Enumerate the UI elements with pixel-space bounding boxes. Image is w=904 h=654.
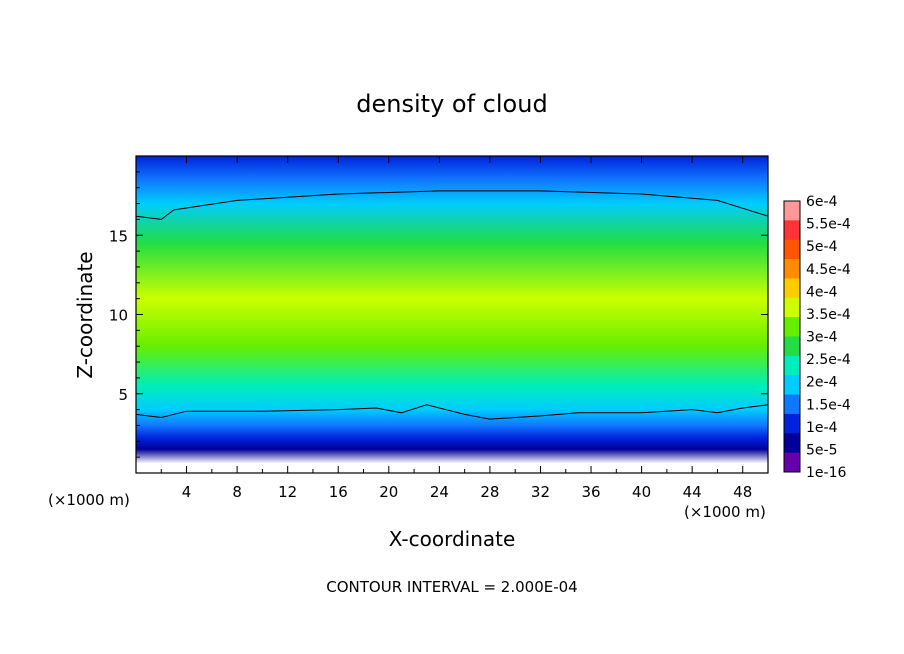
colorbar-label: 4.5e-4: [806, 262, 851, 278]
contour-line-upper: [136, 190, 768, 220]
colorbar-swatch: [784, 394, 800, 415]
colorbar-swatch: [784, 452, 800, 473]
chart-title: density of cloud: [356, 90, 547, 118]
x-tick-label: 24: [430, 483, 449, 501]
colorbar-label: 5e-5: [806, 442, 837, 458]
x-tick-label: 32: [531, 483, 550, 501]
colorbar: 6e-4 5.5e-4 5e-4 4.5e-4 4e-4 3.5e-4 3e-4 2.5e-4…: [783, 194, 851, 481]
contour-line-lower: [136, 404, 768, 420]
x-tick-label: 8: [232, 483, 242, 501]
x-tick-label: 4: [182, 483, 192, 501]
colorbar-label: 3e-4: [806, 330, 838, 346]
x-tick-label: 28: [480, 483, 499, 501]
colorbar-label: 1e-4: [806, 420, 838, 436]
colorbar-label: 6e-4: [806, 194, 838, 210]
colorbar-label: 4e-4: [806, 284, 838, 300]
x-tick-label: 20: [379, 483, 398, 501]
y-axis: 5 10 15: [109, 171, 768, 458]
colorbar-label: 2.5e-4: [806, 352, 851, 368]
colorbar-frame: [783, 200, 801, 473]
x-tick-label: 40: [632, 483, 651, 501]
colorbar-swatch: [784, 297, 800, 318]
colorbar-swatch: [784, 317, 800, 337]
x-axis: 4 8 12 16 20 24 28 32 36 40 44 48: [160, 156, 752, 501]
y-axis-label: Z-coordinate: [73, 251, 97, 378]
colorbar-label: 3.5e-4: [806, 307, 851, 323]
colorbar-swatch: [784, 259, 800, 279]
plot-area: [135, 155, 769, 474]
y-tick-label: 5: [118, 386, 128, 404]
x-tick-label: 12: [278, 483, 297, 501]
y-tick-label: 10: [109, 307, 128, 325]
colorbar-swatch: [784, 413, 800, 434]
contour-lines: [136, 190, 768, 420]
x-tick-label: 48: [733, 483, 752, 501]
x-tick-label: 16: [329, 483, 348, 501]
colorbar-label: 1e-16: [806, 465, 846, 481]
x-unit-right: (×1000 m): [684, 503, 766, 521]
colorbar-swatch: [784, 239, 800, 260]
colorbar-swatch: [784, 375, 800, 396]
x-axis-label: X-coordinate: [389, 527, 516, 551]
y-tick-label: 15: [109, 227, 128, 245]
contour-interval-footer: CONTOUR INTERVAL = 2.000E-04: [326, 578, 577, 596]
colorbar-swatch: [784, 336, 800, 357]
colorbar-swatch: [784, 355, 800, 376]
x-tick-label: 36: [581, 483, 600, 501]
colorbar-label: 5e-4: [806, 239, 838, 255]
colorbar-label: 5.5e-4: [806, 217, 851, 233]
colorbar-label: 2e-4: [806, 375, 838, 391]
colorbar-label: 1.5e-4: [806, 397, 851, 413]
colorbar-swatch: [784, 201, 800, 221]
x-unit-left: (×1000 m): [48, 491, 130, 509]
x-tick-label: 44: [683, 483, 702, 501]
colorbar-swatch: [784, 433, 800, 454]
colorbar-swatch: [784, 278, 800, 299]
cloud-density-field: [136, 156, 768, 473]
colorbar-swatch: [784, 220, 800, 241]
